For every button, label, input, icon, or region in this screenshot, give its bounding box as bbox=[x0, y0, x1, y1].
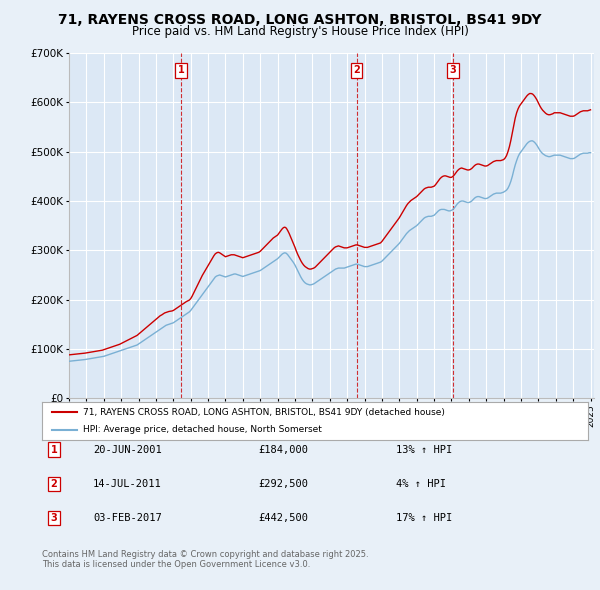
Text: £292,500: £292,500 bbox=[258, 479, 308, 489]
Text: 3: 3 bbox=[50, 513, 58, 523]
Text: 14-JUL-2011: 14-JUL-2011 bbox=[93, 479, 162, 489]
Text: Contains HM Land Registry data © Crown copyright and database right 2025.
This d: Contains HM Land Registry data © Crown c… bbox=[42, 550, 368, 569]
Text: 3: 3 bbox=[449, 65, 457, 75]
Text: 1: 1 bbox=[178, 65, 185, 75]
Text: 13% ↑ HPI: 13% ↑ HPI bbox=[396, 445, 452, 454]
Text: Price paid vs. HM Land Registry's House Price Index (HPI): Price paid vs. HM Land Registry's House … bbox=[131, 25, 469, 38]
Text: 4% ↑ HPI: 4% ↑ HPI bbox=[396, 479, 446, 489]
Text: 71, RAYENS CROSS ROAD, LONG ASHTON, BRISTOL, BS41 9DY: 71, RAYENS CROSS ROAD, LONG ASHTON, BRIS… bbox=[58, 13, 542, 27]
Text: 20-JUN-2001: 20-JUN-2001 bbox=[93, 445, 162, 454]
Text: 03-FEB-2017: 03-FEB-2017 bbox=[93, 513, 162, 523]
Text: HPI: Average price, detached house, North Somerset: HPI: Average price, detached house, Nort… bbox=[83, 425, 322, 434]
Text: £442,500: £442,500 bbox=[258, 513, 308, 523]
Text: 71, RAYENS CROSS ROAD, LONG ASHTON, BRISTOL, BS41 9DY (detached house): 71, RAYENS CROSS ROAD, LONG ASHTON, BRIS… bbox=[83, 408, 445, 417]
Text: 2: 2 bbox=[353, 65, 360, 75]
Text: £184,000: £184,000 bbox=[258, 445, 308, 454]
Text: 2: 2 bbox=[50, 479, 58, 489]
Text: 17% ↑ HPI: 17% ↑ HPI bbox=[396, 513, 452, 523]
Text: 1: 1 bbox=[50, 445, 58, 454]
